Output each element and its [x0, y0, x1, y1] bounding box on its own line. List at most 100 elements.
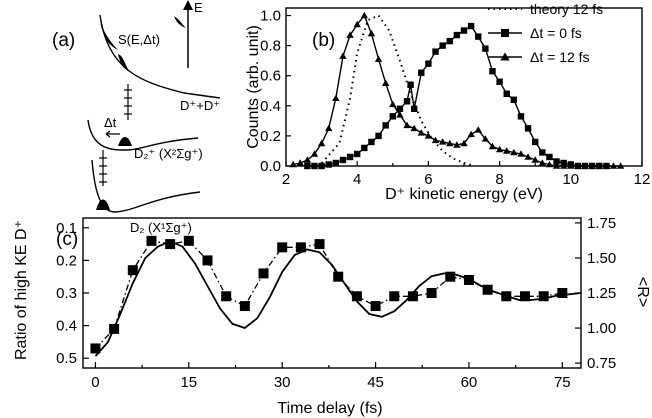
panel-b-series-2-point — [616, 162, 625, 169]
panel-b-series-2-point — [438, 138, 447, 145]
panel-b-series-1-point — [410, 105, 418, 113]
panel-b-series-1-point — [304, 162, 311, 170]
panel-b-series-2-point — [446, 139, 454, 147]
panel-b-ytick-label: 0.2 — [260, 128, 281, 145]
energy-axis-arrowhead — [183, 0, 193, 10]
panel-b-xtick-label: 10 — [562, 171, 579, 188]
panel-b-ytick-label: 0.8 — [260, 38, 281, 55]
panel-b-series-1-point — [553, 158, 560, 165]
panel-c-ytick-label: 0.2 — [56, 252, 77, 269]
panel-b-series-2-point — [289, 160, 297, 168]
panel-b-series-1-point — [346, 153, 354, 161]
panel-b-series-2-point — [574, 162, 582, 169]
panel-c-series-0-point — [519, 291, 530, 302]
panel-c-series-0-point — [445, 271, 456, 282]
panel-b-series-1-point — [361, 144, 368, 152]
panel-b-series-1-point — [489, 68, 496, 75]
panel-b-series-1-point — [375, 132, 382, 140]
panel-b-series-2-point — [531, 156, 539, 163]
panel-c-y2tick-label: 1.75 — [587, 215, 616, 232]
panel-b-series-1-point — [503, 90, 510, 97]
panel-b-ylabel: Counts (arb. unit) — [245, 25, 262, 149]
panel-c-series-0-point — [538, 291, 549, 302]
panel-c-series-0-point — [90, 343, 101, 354]
panel-c-series-0-point — [389, 291, 400, 302]
panel-c-ytick-label: 0.4 — [56, 318, 77, 335]
final-state-label: S(E,Δt) — [118, 32, 160, 47]
panel-b-series-2-point — [560, 162, 568, 169]
panel-b-series-1-point — [403, 98, 411, 105]
panel-b-series-2-point — [360, 11, 368, 19]
panel-c-y2label: <R> — [634, 277, 651, 307]
panel-c-xlabel: Time delay (fs) — [277, 400, 382, 417]
panel-b-series-2-point — [488, 142, 497, 150]
panel-c-ytick-label: 0.1 — [56, 220, 77, 237]
panel-b-series-2-point — [374, 55, 383, 62]
legend-marker-2 — [500, 52, 510, 61]
panel-b-series-2-point — [332, 94, 340, 102]
ion-state-label: D₂⁺ (X²Σg⁺) — [134, 146, 203, 161]
panel-c-xtick-label: 45 — [367, 374, 384, 391]
panel-c-series-0-point — [146, 235, 157, 246]
panel-b-series-1-point — [546, 153, 553, 161]
panel-b-series-1-point — [432, 48, 439, 55]
panel-c-xtick-label: 30 — [274, 374, 291, 391]
neutral-state-label: D₂ (X¹Σg⁺) — [130, 220, 192, 235]
panel-b-xtick-label: 6 — [424, 171, 432, 188]
panel-b-series-2-point — [588, 162, 596, 169]
repulsive-curve — [99, 14, 221, 99]
delay-label: Δt — [104, 115, 117, 130]
panel-c-series-0-point — [221, 291, 232, 302]
panel-b-series-2-point — [346, 31, 354, 38]
panel-c-series-0-point — [295, 242, 306, 253]
panel-b-series-1-point — [425, 60, 432, 67]
panel-b-series-2-point — [389, 100, 397, 108]
panel-b-series-2-point — [431, 136, 440, 144]
panel-b-series-1-point — [396, 105, 404, 113]
panel-b-series-1-point — [439, 42, 446, 49]
panel-b-series-2-point — [296, 159, 304, 166]
panel-c-series-0-point — [258, 268, 269, 279]
panel-b-series-2-point — [474, 126, 482, 133]
panel-b-series-1-point — [496, 78, 503, 85]
panel-c-series-0-point — [351, 291, 362, 302]
panel-b-ytick-label: 0.0 — [260, 158, 281, 175]
panel-b-series-2-point — [503, 147, 511, 154]
panel-b-series-2-point — [595, 162, 603, 169]
panel-b-series-2-point — [524, 153, 532, 160]
panel-b-series-2-point — [545, 160, 554, 168]
panel-a-label: (a) — [52, 30, 75, 51]
panel-b-series-1-point — [311, 162, 318, 170]
legend-label-2: Δt = 12 fs — [530, 49, 590, 65]
panel-b-series-2-point — [495, 145, 504, 153]
panel-b-label: (b) — [312, 30, 335, 51]
panel-b-series-2-point — [339, 52, 347, 59]
panel-b-xtick-label: 8 — [495, 171, 503, 188]
panel-b-series-2-point — [382, 79, 390, 86]
panel-b-series-1-point — [460, 27, 468, 34]
panel-b-series-2-point — [367, 29, 376, 37]
panel-c-series-0-point — [426, 288, 437, 298]
projection-arrows — [124, 84, 132, 120]
panel-b-series-1-point — [517, 113, 525, 120]
panel-b-ytick-label: 1.0 — [260, 8, 281, 25]
energy-axis-label: E — [194, 0, 203, 15]
panel-b-series-2-point — [424, 132, 433, 139]
panel-b-xtick-label: 2 — [282, 171, 290, 188]
panel-b-series-2-point — [353, 20, 361, 28]
panel-b-series-1-point — [354, 150, 361, 158]
panel-c-ytick-label: 0.3 — [56, 285, 77, 302]
panel-b-series-1-point — [510, 96, 518, 103]
panel-b-legend: theory 12 fs Δt = 0 fs Δt = 12 fs — [488, 1, 603, 65]
panel-b-series-2-point — [325, 124, 333, 132]
panel-b-series-1-point — [407, 81, 414, 88]
panel-b-series-1-point — [453, 31, 461, 39]
panel-c-series-0-point — [127, 265, 138, 276]
panel-c-label: (c) — [56, 229, 78, 250]
panel-c-series-0-point — [202, 255, 213, 266]
panel-c-ylabel: Ratio of high KE D⁺ — [13, 220, 30, 360]
panel-b-series-2-point — [403, 121, 411, 129]
panel-c-series-0-point — [239, 301, 250, 312]
legend-label-0: theory 12 fs — [530, 1, 603, 17]
